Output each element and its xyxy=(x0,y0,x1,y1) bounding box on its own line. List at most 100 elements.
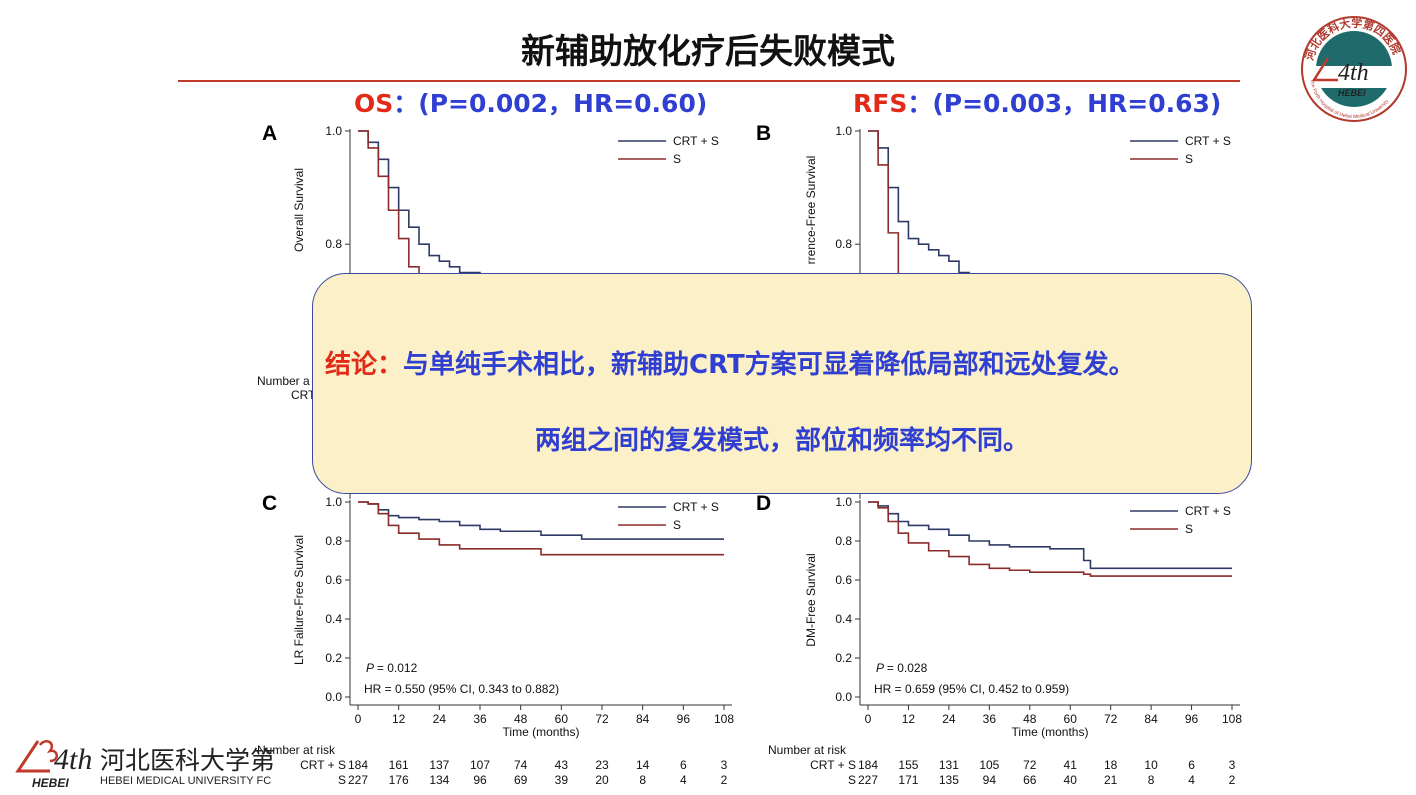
risk-cell: 3 xyxy=(720,758,728,772)
conclusion-lead: 结论： xyxy=(325,350,404,380)
legend-label: CRT + S xyxy=(673,500,719,514)
x-tick-label: 48 xyxy=(1023,712,1037,726)
rfs-value: ：(P=0.003，HR=0.63) xyxy=(907,89,1222,118)
risk-cell: 184 xyxy=(857,758,879,772)
risk-cell: 94 xyxy=(982,773,996,787)
hospital-seal-icon: 4th HEBEI 河北医科大学第四医院 The Forth Hospital … xyxy=(1301,16,1407,122)
x-tick-label: 84 xyxy=(636,712,650,726)
risk-cell: 171 xyxy=(898,773,919,787)
x-tick-label: 60 xyxy=(1064,712,1078,726)
p-value-text: P = 0.028 xyxy=(876,661,928,675)
risk-row-fragment: CRT xyxy=(291,388,316,402)
y-tick-label: 0.2 xyxy=(835,651,852,665)
slide-title: 新辅助放化疗后失败模式 xyxy=(521,32,895,72)
y-tick-label: 0.4 xyxy=(835,612,852,626)
y-tick-label: 0.8 xyxy=(325,237,342,251)
survival-curve-crt-s xyxy=(868,501,1232,570)
risk-cell: 135 xyxy=(938,773,959,787)
x-axis-label: Time (months) xyxy=(1012,725,1089,739)
conclusion-text-1: 与单纯手术相比，新辅助CRT方案可显着降低局部和远处复发。 xyxy=(403,350,1135,380)
y-axis-label: rrence-Free Survival xyxy=(804,156,818,265)
risk-cell: 137 xyxy=(429,758,450,772)
p-value: = 0.012 xyxy=(377,661,418,675)
x-tick-label: 36 xyxy=(473,712,487,726)
rfs-key: RFS xyxy=(853,89,908,118)
p-value-text: P = 0.012 xyxy=(366,661,418,675)
x-tick-label: 24 xyxy=(942,712,956,726)
legend-label: S xyxy=(1185,522,1193,536)
legend-label: S xyxy=(673,518,681,532)
conclusion-callout: 结论：与单纯手术相比，新辅助CRT方案可显着降低局部和远处复发。 两组之间的复发… xyxy=(312,273,1252,494)
y-tick-label: 0.4 xyxy=(325,612,342,626)
title-divider xyxy=(178,80,1240,82)
x-tick-label: 108 xyxy=(714,712,734,726)
risk-cell: 184 xyxy=(347,758,369,772)
logo-name-en: HEBEI MEDICAL UNIVERSITY FC xyxy=(100,775,272,787)
survival-curve-crt-s xyxy=(358,501,724,540)
risk-cell: 66 xyxy=(1023,773,1037,787)
survival-curve-s xyxy=(358,501,724,556)
x-tick-label: 96 xyxy=(677,712,691,726)
risk-cell: 18 xyxy=(1103,758,1118,772)
risk-cell: 69 xyxy=(513,773,528,787)
risk-cell: 3 xyxy=(1228,758,1236,772)
panel-letter-a: A xyxy=(262,122,278,145)
x-tick-label: 24 xyxy=(433,712,447,726)
risk-cell: 74 xyxy=(513,758,528,772)
logo-mark: 4th xyxy=(54,743,92,776)
os-key: OS xyxy=(354,89,394,118)
hospital-logo: 4th HEBEI 河北医科大学第 HEBEI MEDICAL UNIVERSI… xyxy=(10,735,275,790)
risk-row-label: CRT + S xyxy=(810,758,856,772)
x-tick-label: 48 xyxy=(514,712,528,726)
risk-cell: 23 xyxy=(595,758,609,772)
y-tick-label: 0.8 xyxy=(835,237,852,251)
risk-cell: 6 xyxy=(679,758,687,772)
y-tick-label: 1.0 xyxy=(835,495,852,509)
risk-cell: 131 xyxy=(938,758,959,772)
y-tick-label: 0.0 xyxy=(325,690,342,704)
y-tick-label: 1.0 xyxy=(325,495,342,509)
x-tick-label: 60 xyxy=(555,712,569,726)
legend-label: S xyxy=(1185,152,1193,166)
p-value: = 0.028 xyxy=(887,661,928,675)
risk-table-header: Number at risk xyxy=(768,743,847,757)
x-tick-label: 12 xyxy=(392,712,406,726)
risk-cell: 176 xyxy=(388,773,409,787)
conclusion-line-1: 结论：与单纯手术相比，新辅助CRT方案可显着降低局部和远处复发。 xyxy=(325,344,1135,381)
risk-cell: 6 xyxy=(1188,758,1195,772)
risk-cell: 39 xyxy=(554,773,568,787)
y-axis-label: DM-Free Survival xyxy=(804,553,818,646)
risk-cell: 107 xyxy=(469,758,491,772)
risk-row-label: CRT + S xyxy=(300,758,346,772)
seal-sub: HEBEI xyxy=(1338,88,1366,98)
x-tick-label: 36 xyxy=(983,712,997,726)
os-value: ：(P=0.002，HR=0.60) xyxy=(393,89,708,118)
seal-mark: 4th xyxy=(1338,60,1369,86)
risk-cell: 96 xyxy=(473,773,487,787)
p-label: P xyxy=(366,661,377,675)
x-tick-label: 0 xyxy=(355,712,362,726)
risk-cell: 43 xyxy=(554,758,568,772)
x-tick-label: 72 xyxy=(1104,712,1118,726)
risk-cell: 2 xyxy=(1228,773,1236,787)
risk-cell: 4 xyxy=(1188,773,1195,787)
risk-cell: 41 xyxy=(1063,758,1077,772)
panel-letter-b: B xyxy=(756,122,772,145)
conclusion-line-2: 两组之间的复发模式，部位和频率均不同。 xyxy=(534,426,1029,456)
risk-cell: 20 xyxy=(595,773,609,787)
x-tick-label: 96 xyxy=(1185,712,1199,726)
risk-cell: 8 xyxy=(639,773,646,787)
risk-cell: 72 xyxy=(1023,758,1037,772)
risk-cell: 2 xyxy=(720,773,728,787)
risk-cell: 8 xyxy=(1147,773,1155,787)
logo-sub: HEBEI xyxy=(32,776,69,790)
y-tick-label: 0.6 xyxy=(325,573,342,587)
x-axis-label: Time (months) xyxy=(503,725,580,739)
risk-cell: 14 xyxy=(635,758,650,772)
p-label: P xyxy=(876,661,887,675)
x-tick-label: 72 xyxy=(595,712,609,726)
risk-cell: 21 xyxy=(1103,773,1118,787)
risk-cell: 155 xyxy=(898,758,919,772)
